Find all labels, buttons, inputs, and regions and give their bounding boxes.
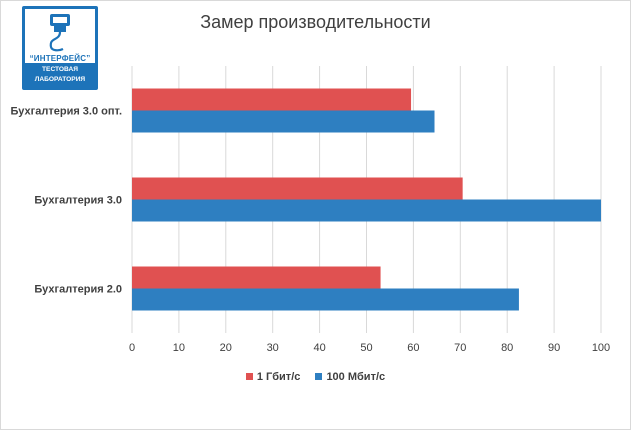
category-label: Бухгалтерия 3.0 bbox=[34, 195, 122, 207]
legend-item-100mbit: 100 Мбит/с bbox=[315, 371, 385, 383]
x-tick-label: 20 bbox=[220, 342, 232, 354]
x-tick-label: 100 bbox=[592, 342, 610, 354]
x-tick-label: 70 bbox=[454, 342, 466, 354]
bar-100mbit bbox=[132, 199, 601, 222]
legend-item-1gbit: 1 Гбит/с bbox=[245, 371, 301, 383]
bar-100mbit bbox=[132, 288, 519, 311]
x-tick-label: 0 bbox=[129, 342, 135, 354]
monitor-icon bbox=[49, 14, 70, 52]
x-tick-label: 60 bbox=[407, 342, 419, 354]
category-label: Бухгалтерия 2.0 bbox=[34, 284, 122, 296]
x-tick-label: 90 bbox=[548, 342, 560, 354]
bar-100mbit bbox=[132, 110, 435, 133]
legend-swatch-1gbit bbox=[245, 373, 253, 380]
legend-swatch-100mbit bbox=[315, 373, 323, 380]
legend: 1 Гбит/с 100 Мбит/с bbox=[0, 371, 631, 383]
logo-brand: “ИНТЕРФЕЙС” bbox=[29, 54, 91, 63]
x-tick-label: 80 bbox=[501, 342, 513, 354]
legend-label-100mbit: 100 Мбит/с bbox=[326, 371, 386, 383]
logo-band: ТЕСТОВАЯ ЛАБОРАТОРИЯ bbox=[25, 63, 95, 87]
logo-line1: ТЕСТОВАЯ bbox=[42, 66, 78, 73]
category-label: Бухгалтерия 3.0 опт. bbox=[11, 106, 122, 118]
x-tick-label: 10 bbox=[173, 342, 185, 354]
bar-1gbit bbox=[132, 177, 463, 200]
bar-1gbit bbox=[132, 88, 412, 111]
x-tick-label: 40 bbox=[313, 342, 325, 354]
logo-line2: ЛАБОРАТОРИЯ bbox=[34, 76, 86, 83]
chart-title: Замер производительности bbox=[200, 12, 431, 32]
x-tick-label: 50 bbox=[360, 342, 372, 354]
bar-1gbit bbox=[132, 266, 381, 289]
legend-label-1gbit: 1 Гбит/с bbox=[256, 371, 301, 383]
logo: “ИНТЕРФЕЙС” ТЕСТОВАЯ ЛАБОРАТОРИЯ bbox=[22, 6, 98, 90]
x-tick-label: 30 bbox=[267, 342, 279, 354]
